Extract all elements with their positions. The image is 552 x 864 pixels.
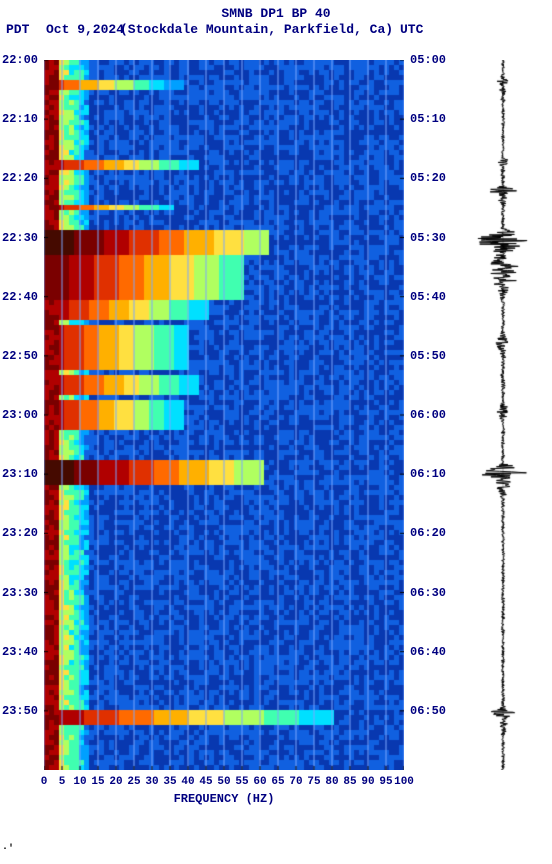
seismogram-canvas: [468, 60, 538, 770]
ytick-right: 06:40: [410, 645, 446, 659]
xtick: 60: [253, 776, 266, 788]
ytick-left: 23:50: [2, 704, 38, 718]
xtick: 45: [199, 776, 212, 788]
xtick: 100: [394, 776, 414, 788]
date-label: Oct 9,2024: [46, 22, 124, 37]
corner-mark: ·': [2, 844, 14, 855]
ytick-right: 05:40: [410, 290, 446, 304]
xtick: 75: [307, 776, 320, 788]
spectrogram-page: { "header": { "title": "SMNB DP1 BP 40",…: [0, 0, 552, 864]
xtick: 95: [379, 776, 392, 788]
ytick-left: 22:30: [2, 231, 38, 245]
spectrogram-plot: [44, 60, 404, 770]
xtick: 65: [271, 776, 284, 788]
ytick-left: 23:30: [2, 586, 38, 600]
ytick-left: 23:10: [2, 467, 38, 481]
xtick: 85: [343, 776, 356, 788]
ytick-left: 22:50: [2, 349, 38, 363]
ytick-left: 22:40: [2, 290, 38, 304]
xtick: 30: [145, 776, 158, 788]
xtick: 10: [73, 776, 86, 788]
xtick: 35: [163, 776, 176, 788]
xtick: 50: [217, 776, 230, 788]
ytick-left: 22:10: [2, 112, 38, 126]
ytick-right: 05:20: [410, 171, 446, 185]
tz-right-label: UTC: [400, 22, 423, 37]
ytick-right: 05:00: [410, 53, 446, 67]
ytick-left: 22:20: [2, 171, 38, 185]
xtick: 80: [325, 776, 338, 788]
ytick-right: 06:20: [410, 526, 446, 540]
tz-left-label: PDT: [6, 22, 29, 37]
ytick-left: 23:20: [2, 526, 38, 540]
xtick: 15: [91, 776, 104, 788]
xtick: 25: [127, 776, 140, 788]
ytick-right: 06:50: [410, 704, 446, 718]
ytick-right: 05:50: [410, 349, 446, 363]
xtick: 20: [109, 776, 122, 788]
xtick: 90: [361, 776, 374, 788]
xtick: 70: [289, 776, 302, 788]
xtick: 40: [181, 776, 194, 788]
ytick-right: 05:30: [410, 231, 446, 245]
ytick-left: 22:00: [2, 53, 38, 67]
page-title: SMNB DP1 BP 40: [0, 6, 552, 21]
x-axis-label: FREQUENCY (HZ): [44, 792, 404, 806]
seismogram-plot: [468, 60, 538, 770]
spectrogram-canvas: [44, 60, 404, 770]
xtick: 55: [235, 776, 248, 788]
xtick: 0: [41, 776, 48, 788]
ytick-right: 06:30: [410, 586, 446, 600]
ytick-left: 23:00: [2, 408, 38, 422]
ytick-left: 23:40: [2, 645, 38, 659]
ytick-right: 06:10: [410, 467, 446, 481]
xtick: 5: [59, 776, 66, 788]
ytick-right: 06:00: [410, 408, 446, 422]
location-label: (Stockdale Mountain, Parkfield, Ca): [120, 22, 393, 37]
ytick-right: 05:10: [410, 112, 446, 126]
